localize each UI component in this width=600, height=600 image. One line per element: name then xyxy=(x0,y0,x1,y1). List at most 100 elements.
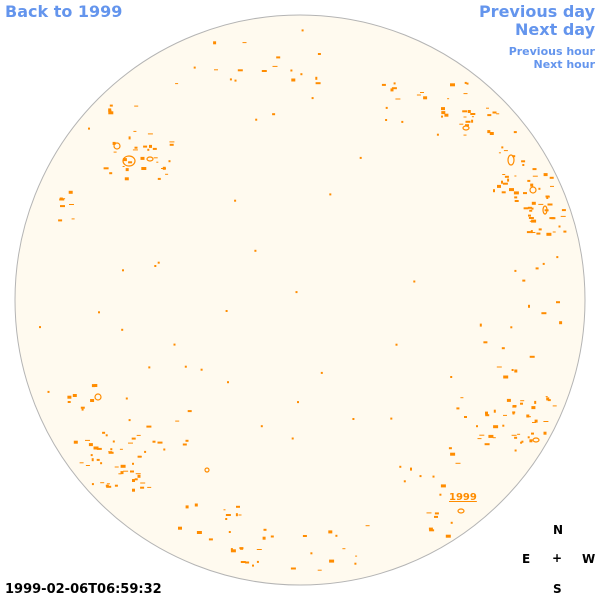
contour-mark xyxy=(123,470,129,472)
contour-mark xyxy=(67,395,72,399)
compass-center-icon: + xyxy=(552,551,563,565)
contour-loop xyxy=(122,155,136,167)
contour-mark xyxy=(317,569,322,571)
contour-mark xyxy=(531,406,536,410)
contour-mark xyxy=(88,443,93,447)
contour-mark xyxy=(119,448,123,450)
next-day-link[interactable]: Next day xyxy=(515,20,595,39)
contour-mark xyxy=(132,488,135,492)
contour-mark xyxy=(441,111,446,115)
contour-loop xyxy=(94,393,102,401)
contour-mark xyxy=(513,191,519,195)
contour-mark xyxy=(354,562,357,565)
contour-mark xyxy=(146,425,152,428)
contour-mark xyxy=(328,530,333,534)
contour-mark xyxy=(534,400,537,404)
contour-mark xyxy=(463,134,467,136)
contour-mark xyxy=(501,347,505,350)
contour-mark xyxy=(511,369,514,371)
contour-mark xyxy=(532,422,536,423)
contour-mark xyxy=(559,321,563,325)
contour-mark xyxy=(543,431,547,435)
contour-mark xyxy=(67,401,71,403)
contour-mark xyxy=(132,479,135,482)
contour-mark xyxy=(513,131,517,134)
contour-mark xyxy=(502,424,505,427)
contour-mark xyxy=(261,70,267,72)
contour-mark xyxy=(506,398,511,402)
previous-hour-link[interactable]: Previous hour xyxy=(508,45,595,58)
contour-mark xyxy=(300,73,303,76)
contour-mark xyxy=(185,505,189,509)
contour-mark xyxy=(98,311,100,314)
contour-mark xyxy=(320,371,323,374)
back-to-year-link[interactable]: Back to 1999 xyxy=(5,2,123,21)
contour-mark xyxy=(157,441,163,444)
contour-mark xyxy=(106,485,112,488)
contour-mark xyxy=(128,136,131,140)
contour-mark xyxy=(536,232,541,235)
contour-mark xyxy=(105,434,108,437)
contour-mark xyxy=(109,172,113,175)
contour-mark xyxy=(229,78,232,81)
contour-mark xyxy=(168,160,171,163)
contour-loop xyxy=(204,467,210,473)
contour-mark xyxy=(531,201,536,205)
contour-mark xyxy=(108,451,113,453)
contour-mark xyxy=(512,412,515,415)
contour-mark xyxy=(109,104,113,107)
contour-mark xyxy=(434,515,438,518)
contour-loop xyxy=(113,142,121,150)
contour-mark xyxy=(108,111,114,115)
contour-mark xyxy=(423,96,428,100)
contour-mark xyxy=(413,280,416,283)
contour-mark xyxy=(141,167,147,170)
contour-mark xyxy=(529,439,533,443)
contour-mark xyxy=(432,475,435,478)
contour-mark xyxy=(489,132,494,135)
region-label-link[interactable]: 1999 xyxy=(449,492,477,503)
previous-day-link[interactable]: Previous day xyxy=(478,2,595,21)
contour-mark xyxy=(47,390,50,393)
contour-mark xyxy=(428,527,433,530)
contour-mark xyxy=(140,156,145,160)
contour-mark xyxy=(545,396,548,398)
contour-mark xyxy=(493,189,495,193)
contour-mark xyxy=(262,536,266,540)
contour-mark xyxy=(492,437,496,439)
contour-mark xyxy=(527,206,532,209)
contour-mark xyxy=(301,29,304,32)
contour-mark xyxy=(140,486,145,489)
contour-mark xyxy=(532,175,538,177)
contour-mark xyxy=(120,471,124,475)
contour-mark xyxy=(526,231,531,234)
contour-mark xyxy=(416,94,421,96)
contour-mark xyxy=(546,232,552,236)
contour-mark xyxy=(465,120,471,123)
contour-mark xyxy=(133,130,137,132)
contour-mark xyxy=(173,343,176,346)
contour-mark xyxy=(134,146,138,149)
contour-mark xyxy=(552,405,557,407)
contour-mark xyxy=(486,107,489,109)
contour-mark xyxy=(225,514,231,516)
contour-mark xyxy=(534,419,538,423)
contour-mark xyxy=(85,439,90,441)
contour-loop xyxy=(542,205,548,215)
contour-mark xyxy=(272,65,278,67)
contour-mark xyxy=(538,228,542,231)
contour-mark xyxy=(236,505,240,508)
contour-mark xyxy=(228,531,231,533)
contour-mark xyxy=(483,341,488,344)
contour-mark xyxy=(58,219,63,222)
contour-mark xyxy=(315,76,318,80)
contour-mark xyxy=(85,465,90,466)
contour-mark xyxy=(148,366,151,369)
contour-mark xyxy=(110,448,113,451)
contour-mark xyxy=(255,118,258,121)
contour-mark xyxy=(106,483,110,485)
contour-mark xyxy=(523,207,529,210)
next-hour-link[interactable]: Next hour xyxy=(533,58,596,71)
contour-mark xyxy=(227,381,229,384)
